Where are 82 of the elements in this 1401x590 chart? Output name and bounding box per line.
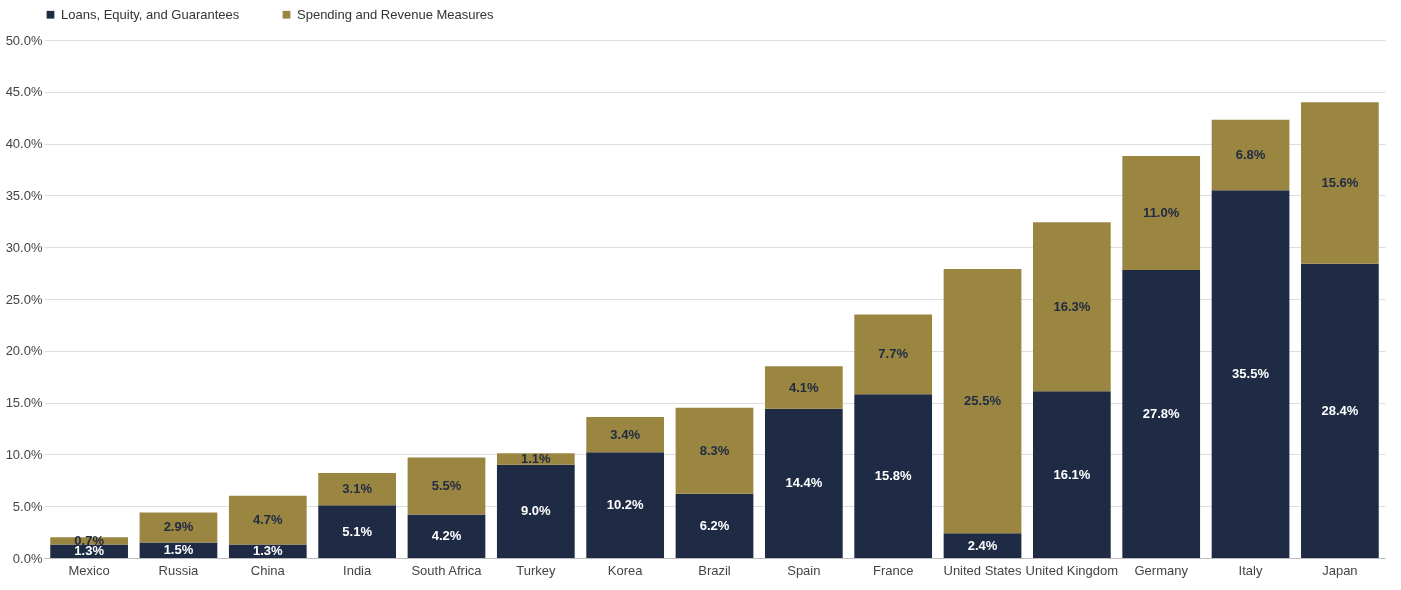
data-label: 27.8% [1142, 406, 1181, 421]
bar [1122, 269, 1201, 558]
y-tick-label: 0.0% [12, 550, 43, 566]
bar [943, 268, 1022, 534]
bar [1301, 263, 1379, 558]
y-tick-label: 15.0% [5, 395, 43, 411]
data-label: 1.1% [521, 451, 552, 467]
y-tick-label: 5.0% [12, 498, 43, 514]
data-label: 1.3% [252, 543, 284, 559]
bar [407, 514, 486, 558]
legend-label: Spending and Revenue Measures [297, 6, 495, 22]
y-tick-label: 35.0% [5, 187, 43, 203]
bar [407, 457, 486, 515]
data-label: 3.4% [610, 426, 641, 442]
data-label: 0.7% [74, 532, 105, 548]
bar [764, 366, 843, 409]
bar [1301, 102, 1379, 264]
data-label: 5.1% [342, 523, 373, 539]
data-label: 28.4% [1321, 402, 1359, 418]
bar [1122, 156, 1201, 270]
x-tick-label: Korea [607, 562, 644, 578]
bar [675, 493, 754, 558]
x-tick-label: Spain [787, 562, 821, 578]
x-tick-label: United Kingdom [1025, 562, 1119, 578]
data-label: 16.1% [1053, 466, 1091, 482]
data-label: 2.9% [163, 519, 194, 535]
x-tick-label: China [250, 562, 286, 578]
data-label: 4.7% [252, 512, 284, 528]
x-tick-label: Italy [1238, 562, 1263, 578]
data-label: 11.0% [1143, 205, 1180, 221]
bar [764, 408, 843, 558]
legend-label: Loans, Equity, and Guarantees [61, 6, 240, 22]
x-tick-label: Mexico [68, 562, 110, 578]
bar [1211, 119, 1290, 191]
x-tick-label: Germany [1134, 562, 1189, 578]
y-tick-label: 30.0% [5, 239, 43, 255]
data-label: 25.5% [964, 393, 1002, 409]
y-tick-label: 20.0% [5, 343, 43, 359]
bar [1211, 190, 1290, 558]
data-label: 16.3% [1053, 298, 1091, 314]
data-label: 5.5% [431, 478, 462, 493]
bar [139, 512, 218, 543]
data-label: 3.1% [342, 481, 373, 497]
bar [854, 394, 933, 558]
data-label: 6.8% [1235, 147, 1266, 162]
y-tick-label: 25.0% [5, 291, 43, 307]
bar [318, 505, 396, 558]
data-label: 9.0% [521, 503, 552, 519]
data-label: 4.2% [431, 528, 462, 544]
data-label: 6.2% [699, 517, 730, 533]
bar [228, 495, 307, 545]
x-tick-label: Russia [158, 562, 200, 578]
data-label: 15.6% [1321, 174, 1359, 190]
x-tick-label: France [872, 562, 914, 578]
data-label: 4.1% [789, 379, 820, 395]
x-tick-label: Turkey [516, 562, 556, 578]
x-tick-label: South Africa [411, 562, 483, 578]
bar [675, 407, 754, 494]
bar [1033, 222, 1111, 392]
y-tick-label: 45.0% [5, 84, 43, 100]
data-label: 10.2% [606, 497, 645, 513]
bar [586, 452, 665, 558]
data-label: 2.4% [967, 537, 998, 553]
data-label: 35.5% [1232, 366, 1270, 382]
y-tick-label: 50.0% [5, 32, 43, 48]
y-tick-label: 40.0% [5, 136, 43, 152]
x-tick-label: Japan [1322, 562, 1358, 578]
bar [496, 464, 575, 558]
data-label: 1.5% [163, 542, 194, 558]
x-tick-label: United States [943, 562, 1023, 578]
bar [318, 473, 396, 506]
x-tick-label: India [343, 562, 372, 578]
bar [1033, 391, 1111, 558]
data-label: 7.7% [878, 346, 909, 362]
bar [854, 314, 933, 395]
data-label: 15.8% [874, 468, 913, 484]
x-tick-label: Brazil [698, 562, 731, 578]
data-label: 14.4% [785, 475, 823, 491]
bar [586, 417, 665, 453]
y-tick-label: 10.0% [5, 446, 43, 462]
bar [943, 533, 1022, 558]
data-label: 8.3% [699, 442, 730, 458]
